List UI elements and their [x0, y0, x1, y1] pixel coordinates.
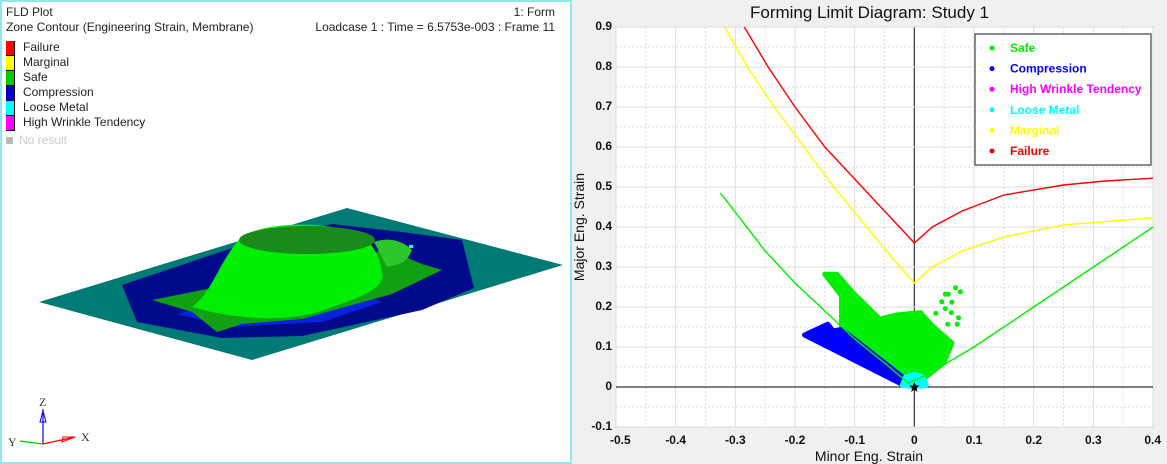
chart-legend-label: Marginal — [1010, 123, 1059, 137]
legend-swatch — [6, 86, 15, 101]
x-tick-label: -0.4 — [665, 433, 686, 447]
y-tick-label: 0.3 — [595, 259, 612, 273]
chart-legend-group: Safe Compression High Wrinkle Tendency Loos… — [974, 33, 1152, 166]
legend-swatch — [6, 41, 15, 56]
legend-label: Marginal — [23, 55, 70, 69]
triad-y-axis — [19, 440, 44, 445]
no-result-legend: No result — [6, 133, 67, 147]
x-tick-label: 0.1 — [966, 433, 983, 447]
legend-marker — [989, 86, 995, 92]
scatter-point — [945, 321, 951, 327]
scatter-point — [942, 291, 948, 297]
y-tick-label: 0.6 — [595, 139, 612, 153]
fld-contour-viewport[interactable]: FLD Plot Zone Contour (Engineering Strai… — [0, 0, 572, 464]
model-3d-view — [39, 208, 563, 360]
x-tick-label: 0.4 — [1144, 433, 1161, 447]
scatter-point — [954, 321, 960, 327]
scatter-point — [957, 289, 963, 295]
scatter-point — [942, 306, 948, 312]
y-tick-label: 0.8 — [595, 59, 612, 73]
curve-marginal — [723, 26, 1154, 284]
dome-right-shoulder — [374, 239, 412, 267]
x-arrow-icon — [61, 436, 76, 443]
scatter-points — [909, 285, 963, 392]
loadcase-label: Loadcase 1 : Time = 6.5753e-003 : Frame … — [315, 20, 555, 34]
x-tick-label: -0.2 — [785, 433, 806, 447]
chart-legend-label: Loose Metal — [1010, 103, 1079, 117]
axis-triad: Z X Y — [8, 397, 90, 449]
triad-z-label: Z — [39, 397, 46, 409]
triad-x-axis — [42, 436, 76, 445]
y-tick-label: 0.4 — [595, 219, 612, 233]
y-tick-label: -0.1 — [591, 419, 612, 433]
legend-swatch — [6, 116, 15, 131]
x-tick-label: -0.3 — [725, 433, 746, 447]
dome-top — [239, 226, 375, 254]
y-axis-label: Major Eng. Strain — [572, 173, 587, 281]
triad-x-label: X — [81, 430, 90, 444]
scatter-point — [949, 299, 955, 305]
model-label: 1: Form — [513, 5, 555, 19]
y-tick-label: 0.1 — [595, 339, 612, 353]
y-tick-label: 0.7 — [595, 99, 612, 113]
curve-safe — [719, 192, 1154, 384]
legend-swatch — [6, 56, 15, 71]
legend-label: Failure — [23, 40, 60, 54]
scatter-point — [933, 310, 939, 316]
y-tick-label: 0.5 — [595, 179, 612, 193]
viewport-subtitle: Zone Contour (Engineering Strain, Membra… — [6, 20, 254, 34]
fld-chart[interactable]: -0.5 -0.4 -0.3 -0.2 -0.1 0 0.1 0.2 0.3 0.4 -0.1 0 0.… — [572, 0, 1167, 464]
legend-label: Loose Metal — [23, 100, 89, 114]
origin-star-icon — [909, 382, 920, 392]
legend-marker — [989, 148, 995, 154]
legend-marker — [989, 127, 995, 133]
no-result-swatch — [6, 137, 13, 144]
x-tick-label: -0.1 — [844, 433, 865, 447]
tick-labels: -0.5 -0.4 -0.3 -0.2 -0.1 0 0.1 0.2 0.3 0.4 -0.1 0 0.… — [591, 19, 1161, 447]
chart-title: Forming Limit Diagram: Study 1 — [749, 3, 990, 22]
legend-marker — [989, 45, 995, 51]
curve-failure — [743, 26, 1154, 244]
triad-y-label: Y — [8, 435, 17, 449]
fld-chart-panel: -0.5 -0.4 -0.3 -0.2 -0.1 0 0.1 0.2 0.3 0.4 -0.1 0 0.… — [572, 0, 1167, 464]
viewport-title: FLD Plot — [6, 5, 53, 19]
chart-legend-label: Safe — [1010, 41, 1036, 55]
chart-legend-label: High Wrinkle Tendency — [1010, 82, 1142, 96]
y-tick-label: 0 — [605, 379, 612, 393]
scatter-point — [939, 299, 945, 305]
z-arrow-icon — [39, 409, 47, 423]
limit-curves — [719, 26, 1154, 384]
x-tick-label: 0.2 — [1025, 433, 1042, 447]
legend-swatch — [6, 101, 15, 116]
x-axis-label: Minor Eng. Strain — [815, 448, 923, 464]
scatter-point — [953, 285, 959, 291]
y-tick-label: 0.9 — [595, 19, 612, 33]
x-tick-label: 0 — [911, 433, 918, 447]
no-result-label: No result — [19, 133, 68, 147]
x-tick-label: 0.3 — [1085, 433, 1102, 447]
x-tick-label: -0.5 — [610, 433, 631, 447]
legend-label: Safe — [23, 70, 48, 84]
chart-legend-label: Failure — [1010, 144, 1050, 158]
y-tick-label: 0.2 — [595, 299, 612, 313]
chart-legend — [974, 33, 1152, 166]
legend-swatch — [6, 71, 15, 86]
legend-marker — [989, 66, 995, 72]
scatter-point — [955, 315, 961, 321]
legend-label: Compression — [23, 85, 94, 99]
chart-legend-label: Compression — [1010, 62, 1087, 76]
legend-marker — [989, 107, 995, 113]
scatter-point — [948, 310, 954, 316]
loose-metal-spot — [409, 245, 413, 248]
legend-label: High Wrinkle Tendency — [23, 115, 146, 129]
